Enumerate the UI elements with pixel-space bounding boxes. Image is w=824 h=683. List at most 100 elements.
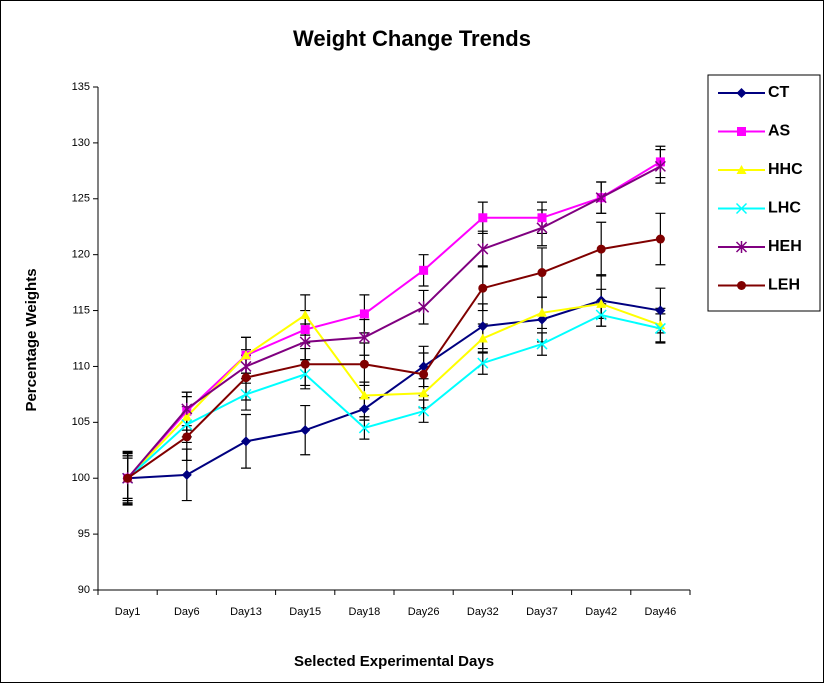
marker-shape [477,321,488,332]
y-tick-label: 100 [72,472,90,484]
y-tick-label: 105 [72,416,90,428]
marker-shape [737,281,746,290]
x-tick-label: Day15 [289,606,321,618]
marker [359,359,369,369]
marker-shape [299,368,311,380]
marker [735,241,748,253]
marker [536,338,548,350]
marker-shape [358,331,370,344]
marker-shape [478,283,488,293]
legend-box [707,74,821,312]
x-tick-label: Day32 [467,606,499,618]
marker-shape [300,359,310,369]
series-line [127,299,661,480]
marker [736,165,747,174]
marker-shape [182,432,192,442]
series-line [126,161,661,479]
marker [537,213,547,223]
marker [477,357,489,369]
x-tick-label: Day46 [645,606,677,618]
marker [358,422,370,434]
legend-label: HEH [768,238,802,255]
marker-shape [359,309,369,319]
marker [181,469,192,480]
marker [537,268,547,278]
marker [477,243,489,256]
marker [241,350,251,360]
marker [536,221,548,234]
marker [655,305,666,316]
y-tick-label: 130 [72,137,90,149]
marker-shape [419,265,429,275]
marker [418,388,429,398]
marker-shape [654,160,666,173]
chart-title: Weight Change Trends [293,26,531,51]
marker [736,88,747,98]
marker [737,127,746,136]
marker-shape [359,390,370,400]
marker [477,321,488,332]
marker-shape [359,359,369,369]
marker [123,473,133,483]
series-line [126,313,661,479]
y-tick-label: 135 [72,81,90,93]
y-tick-label: 115 [72,304,90,316]
marker-shape [595,191,607,204]
marker-shape [418,388,429,398]
x-axis-label: Selected Experimental Days [294,653,494,670]
marker-shape [736,165,747,174]
marker-shape [358,422,370,434]
marker-shape [655,305,666,316]
marker-shape [181,411,192,421]
marker-shape [596,244,606,254]
marker-shape [735,241,748,253]
marker [181,402,193,415]
marker [595,309,607,321]
marker-shape [123,473,133,483]
marker-shape [181,402,193,415]
marker [419,369,429,379]
marker-shape [596,298,607,308]
y-tick-label: 125 [72,193,90,205]
marker [735,202,748,215]
marker-shape [537,268,547,278]
marker-shape [477,333,488,343]
marker-shape [359,403,370,414]
marker-shape [537,307,547,317]
marker [300,310,311,320]
marker [240,360,252,373]
marker [359,390,370,400]
marker-shape [655,234,665,244]
marker [182,432,192,442]
x-tick-label: Day26 [408,606,440,618]
marker [537,307,547,317]
legend-label: CT [768,84,790,101]
marker-shape [418,405,430,417]
marker-shape [477,357,489,369]
marker [299,335,311,348]
marker [477,333,488,343]
marker [181,411,192,421]
x-tick-label: Day18 [349,606,381,618]
y-tick-label: 90 [78,584,90,596]
y-tick-label: 110 [72,360,90,372]
marker [596,244,606,254]
marker [241,436,251,447]
marker [478,213,488,223]
x-tick-label: Day42 [585,606,617,618]
marker [655,234,665,244]
marker-shape [300,425,311,436]
marker-shape [241,350,251,360]
marker-shape [537,314,547,325]
marker [359,403,370,414]
marker-shape [241,373,251,383]
marker [359,309,369,319]
marker-shape [537,213,547,223]
marker [419,265,429,275]
legend-label: AS [768,123,791,140]
x-tick-label: Day1 [115,606,141,618]
marker-shape [299,335,311,348]
marker [300,325,310,335]
